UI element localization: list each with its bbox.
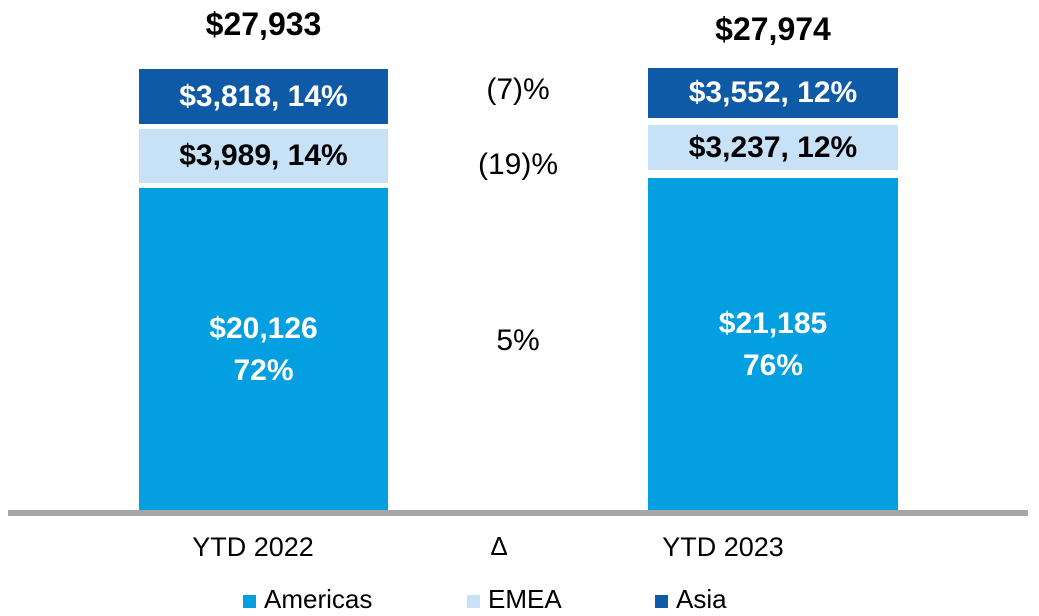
segment-emea-ytd-2023: $3,237, 12%: [648, 125, 898, 170]
segment-asia-ytd-2023-label: $3,552, 12%: [688, 76, 858, 109]
segment-americas-ytd-2022-pct: 72%: [233, 353, 294, 387]
segment-americas-ytd-2023: $21,185 76%: [648, 178, 898, 511]
segment-emea-ytd-2022: $3,989, 14%: [139, 129, 388, 183]
legend-item-emea: EMEA: [467, 584, 562, 615]
segment-emea-ytd-2023-label: $3,237, 12%: [688, 130, 858, 164]
axis-label-delta: Δ: [490, 531, 508, 561]
total-label-ytd-2023: $27,974: [715, 11, 831, 47]
segment-emea-ytd-2022-label: $3,989, 14%: [179, 139, 348, 172]
segment-americas-ytd-2023-pct: 76%: [742, 348, 804, 382]
delta-asia-label: (7)%: [486, 73, 550, 106]
legend-label-asia: Asia: [676, 584, 727, 614]
legend-item-asia: Asia: [655, 584, 727, 615]
legend-swatch-americas-icon: [243, 594, 256, 608]
axis-label-ytd-2022: YTD 2022: [192, 532, 314, 562]
segment-americas-ytd-2022: $20,126 72%: [139, 188, 388, 511]
legend-swatch-asia-icon: [655, 594, 668, 608]
delta-emea-label: (19)%: [477, 148, 559, 181]
x-axis-line: [8, 510, 1028, 516]
legend-item-americas: Americas: [243, 584, 372, 615]
segment-asia-ytd-2022-label: $3,818, 14%: [179, 79, 348, 113]
segment-asia-ytd-2023: $3,552, 12%: [648, 68, 898, 118]
segment-asia-ytd-2022: $3,818, 14%: [139, 69, 388, 124]
axis-label-ytd-2023: YTD 2023: [662, 532, 784, 562]
delta-americas-label: 5%: [496, 324, 540, 357]
segment-americas-ytd-2022-value: $20,126: [209, 311, 318, 345]
legend-label-americas: Americas: [264, 584, 373, 614]
total-label-ytd-2022: $27,933: [205, 6, 322, 42]
segment-americas-ytd-2023-value: $21,185: [718, 306, 828, 340]
legend-label-emea: EMEA: [488, 584, 562, 614]
legend-swatch-emea-icon: [467, 594, 480, 608]
